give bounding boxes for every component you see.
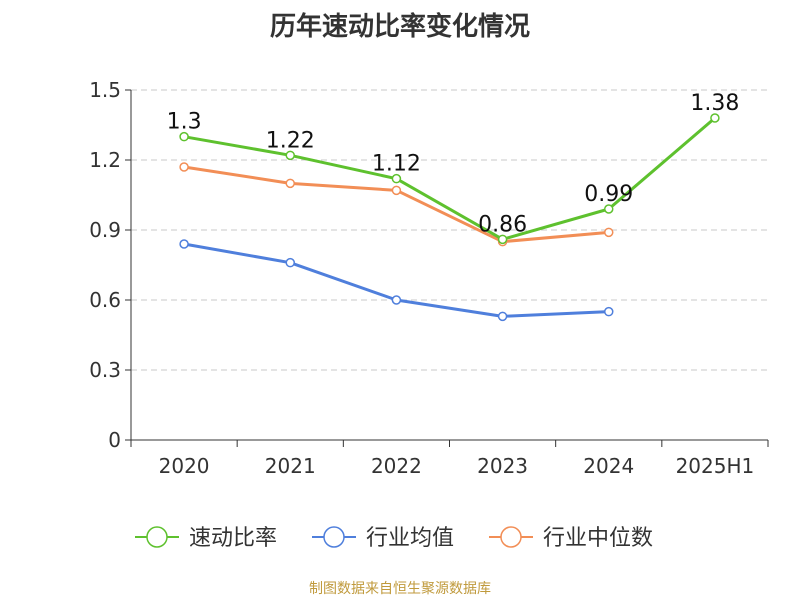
legend-label: 速动比率 [189, 526, 277, 551]
data-label: 1.22 [266, 128, 315, 153]
data-point [179, 162, 189, 172]
series-lines [179, 113, 720, 322]
legend-item[interactable]: 行业中位数 [489, 526, 653, 551]
data-point [179, 239, 189, 249]
legend-label: 行业均值 [366, 526, 454, 551]
x-tick-label: 2020 [159, 454, 210, 478]
legend-label: 行业中位数 [543, 526, 653, 551]
legend-swatch-marker [323, 526, 345, 548]
data-label: 1.12 [372, 152, 421, 177]
axes: 0 0.3 0.6 0.9 1.2 1.5 2020 2021 2022 2023 2024 2025… [89, 78, 769, 478]
y-tick-label: 0.9 [89, 218, 121, 242]
data-point [391, 173, 402, 184]
y-tick-label: 1.2 [89, 148, 121, 172]
legend-swatch-marker [146, 526, 168, 548]
series-line [183, 242, 609, 318]
data-label: 1.38 [690, 91, 739, 116]
data-point [179, 131, 189, 142]
data-point [285, 150, 295, 161]
legend-swatch-marker [500, 526, 522, 548]
x-tick-label: 2023 [477, 454, 528, 478]
data-point [391, 185, 402, 196]
data-point [391, 295, 402, 305]
data-point [497, 311, 508, 322]
data-point [285, 178, 295, 189]
y-tick-label: 0.3 [89, 358, 121, 382]
y-tick-label: 1.5 [89, 78, 121, 102]
x-tick-label: 2021 [265, 454, 316, 478]
legend-item[interactable]: 行业均值 [312, 526, 454, 551]
x-tick-label: 2022 [371, 454, 422, 478]
source-note: 制图数据来自恒生聚源数据库 [309, 581, 491, 597]
y-tick-label: 0.6 [89, 288, 121, 312]
data-label: 1.3 [167, 110, 202, 135]
data-point [604, 306, 614, 317]
data-labels: 1.3 1.22 1.12 0.86 0.99 1.38 [167, 91, 740, 237]
data-label: 0.86 [478, 212, 527, 237]
series-line [183, 116, 716, 241]
chart-title: 历年速动比率变化情况 [269, 12, 530, 42]
data-point [604, 204, 614, 214]
data-point [604, 227, 614, 238]
x-tick-label: 2024 [583, 454, 634, 478]
legend-item[interactable]: 速动比率 [135, 526, 277, 551]
data-label: 0.99 [584, 182, 633, 207]
grid-lines [131, 89, 768, 371]
legend: 速动比率 行业均值 行业中位数 [135, 526, 653, 551]
x-tick-label: 2025H1 [676, 454, 755, 478]
data-point [285, 257, 295, 268]
data-point [497, 234, 508, 245]
data-point [710, 113, 720, 123]
y-tick-label: 0 [108, 428, 121, 452]
